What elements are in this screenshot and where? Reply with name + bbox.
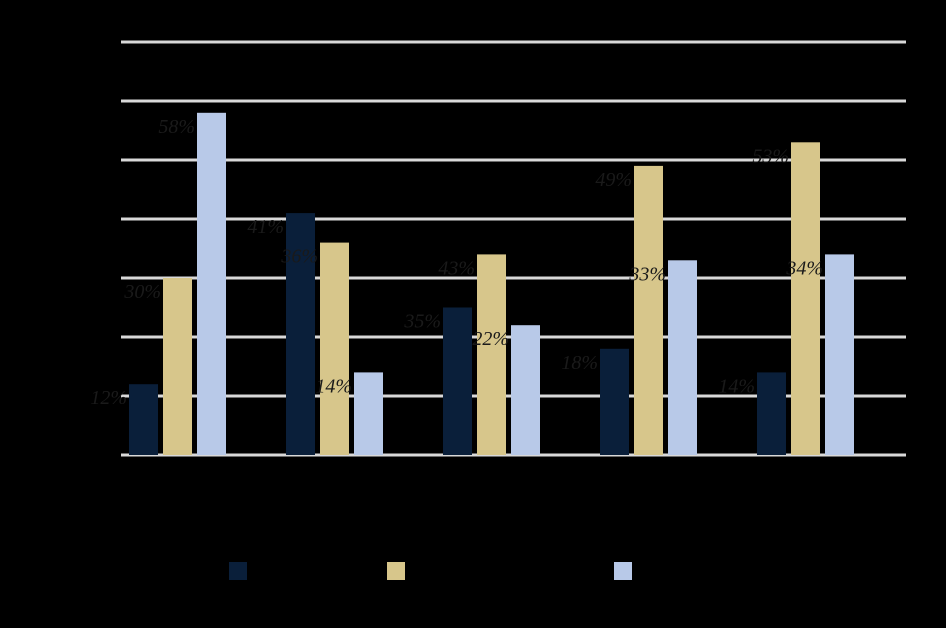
data-label-series-3-group-5: 34% — [785, 257, 823, 279]
data-label-series-1-group-3: 35% — [403, 311, 441, 333]
bar-series-3-group-1 — [197, 112, 226, 456]
data-labels: 12% 30% 58% 41% 36% 14% 35% 43% 22% 18% 49% 33% 14% 5… — [90, 116, 823, 409]
data-label-series-3-group-3: 22% — [472, 328, 509, 350]
data-label-series-2-group-5: 53% — [752, 145, 789, 167]
legend-swatch-series-3 — [614, 562, 632, 580]
bar-series-2-group-2 — [320, 242, 349, 455]
legend — [0, 562, 946, 586]
data-label-series-1-group-2: 41% — [247, 216, 284, 238]
bar-series-1-group-1 — [129, 384, 158, 455]
data-label-series-2-group-2: 36% — [280, 246, 318, 268]
data-label-series-1-group-1: 12% — [90, 387, 127, 409]
data-label-series-3-group-1: 58% — [158, 116, 195, 138]
bars — [129, 112, 854, 456]
bar-series-1-group-5 — [757, 372, 786, 455]
data-label-series-3-group-4: 33% — [628, 263, 666, 285]
bar-series-2-group-5 — [791, 142, 820, 456]
legend-item-series-1 — [229, 562, 247, 580]
data-label-series-1-group-4: 18% — [561, 352, 598, 374]
bar-series-1-group-4 — [600, 348, 629, 455]
bar-series-3-group-5 — [825, 254, 854, 455]
legend-swatch-series-2 — [387, 562, 405, 580]
legend-item-series-3 — [614, 562, 632, 580]
bar-series-1-group-2 — [286, 213, 315, 455]
bar-series-1-group-3 — [443, 307, 472, 455]
bar-series-3-group-3 — [511, 325, 540, 455]
bar-series-2-group-3 — [477, 254, 506, 455]
bar-series-3-group-2 — [354, 372, 383, 455]
bar-series-3-group-4 — [668, 260, 697, 455]
data-label-series-2-group-1: 30% — [123, 281, 161, 303]
bar-series-2-group-4 — [634, 165, 663, 455]
legend-swatch-series-1 — [229, 562, 247, 580]
bar-series-2-group-1 — [163, 278, 192, 455]
data-label-series-2-group-4: 49% — [595, 169, 632, 191]
data-label-series-1-group-5: 14% — [718, 375, 755, 397]
legend-item-series-2 — [387, 562, 405, 580]
data-label-series-3-group-2: 14% — [315, 375, 352, 397]
data-label-series-2-group-3: 43% — [438, 257, 475, 279]
